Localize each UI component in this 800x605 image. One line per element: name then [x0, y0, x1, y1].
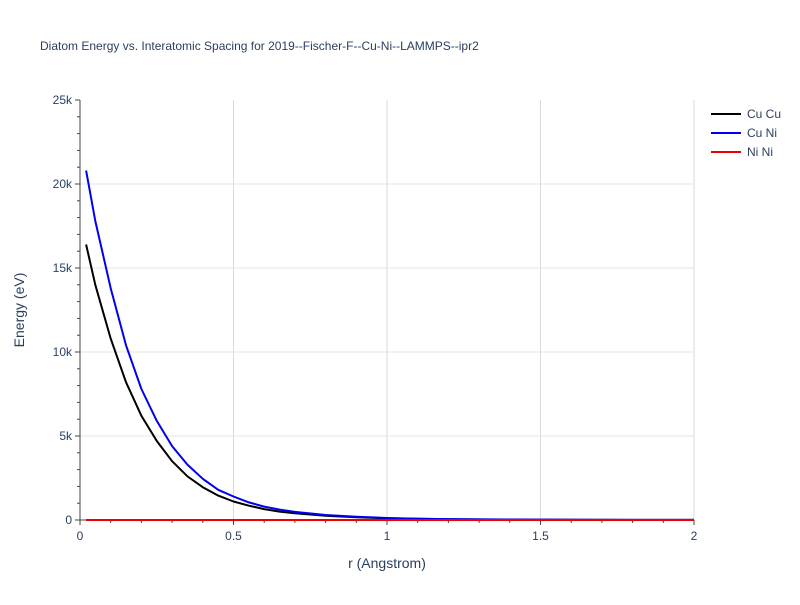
y-tick-label: 15k	[53, 261, 73, 275]
legend-item-cu-ni[interactable]: Cu Ni	[711, 126, 777, 140]
y-tick-label: 0	[65, 513, 72, 527]
y-tick-label: 25k	[53, 93, 73, 107]
legend-label: Ni Ni	[747, 145, 773, 159]
y-tick-label: 20k	[53, 177, 73, 191]
legend-item-ni-ni[interactable]: Ni Ni	[711, 145, 773, 159]
x-axis-label: r (Angstrom)	[348, 555, 426, 571]
legend[interactable]: Cu Cu Cu Ni Ni Ni	[711, 107, 781, 159]
y-tick-labels: 0 5k 10k 15k 20k 25k	[53, 93, 73, 527]
x-tick-labels: 0 0.5 1 1.5 2	[77, 529, 698, 543]
y-tick-label: 5k	[59, 429, 73, 443]
grid-lines	[80, 100, 695, 520]
legend-label: Cu Ni	[747, 126, 777, 140]
x-tick-label: 0.5	[225, 529, 242, 543]
x-tick-label: 1	[384, 529, 391, 543]
y-axis-label: Energy (eV)	[11, 273, 27, 348]
series-line-cu-cu	[85, 244, 694, 521]
axes	[75, 99, 695, 525]
chart-title: Diatom Energy vs. Interatomic Spacing fo…	[40, 39, 479, 53]
series-lines	[85, 170, 694, 521]
x-tick-label: 1.5	[532, 529, 549, 543]
legend-label: Cu Cu	[747, 107, 781, 121]
y-tick-label: 10k	[53, 345, 73, 359]
x-tick-label: 2	[691, 529, 698, 543]
x-tick-label: 0	[77, 529, 84, 543]
legend-item-cu-cu[interactable]: Cu Cu	[711, 107, 781, 121]
